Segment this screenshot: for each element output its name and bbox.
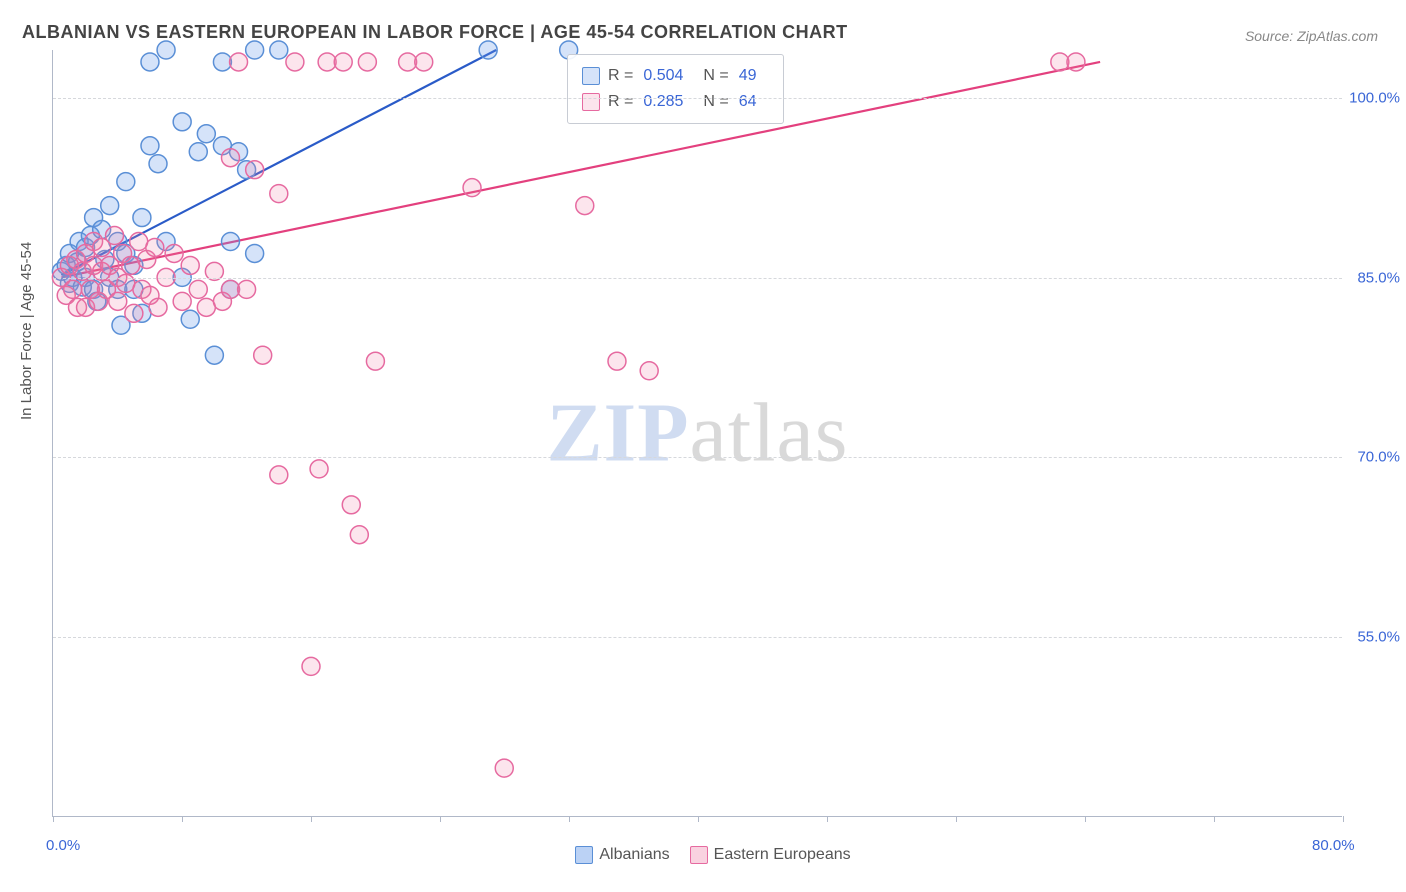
data-point: [141, 137, 159, 155]
y-axis-label: In Labor Force | Age 45-54: [18, 242, 35, 420]
legend-n-value: 64: [739, 93, 757, 111]
gridline: [53, 637, 1342, 638]
data-point: [106, 227, 124, 245]
legend-n-label: N =: [703, 67, 728, 85]
data-point: [270, 185, 288, 203]
data-point: [197, 125, 215, 143]
data-point: [221, 280, 239, 298]
data-point: [141, 53, 159, 71]
legend-swatch: [582, 93, 600, 111]
data-point: [366, 352, 384, 370]
data-point: [213, 53, 231, 71]
gridline: [53, 278, 1342, 279]
data-point: [173, 113, 191, 131]
y-tick-label: 100.0%: [1349, 89, 1400, 106]
data-point: [479, 41, 497, 59]
data-point: [310, 460, 328, 478]
data-point: [117, 173, 135, 191]
data-point: [101, 197, 119, 215]
data-point: [165, 244, 183, 262]
data-point: [205, 346, 223, 364]
data-point: [125, 304, 143, 322]
data-point: [130, 233, 148, 251]
data-point: [399, 53, 417, 71]
data-point: [189, 143, 207, 161]
data-point: [221, 233, 239, 251]
legend-swatch: [582, 67, 600, 85]
data-point: [246, 41, 264, 59]
data-point: [146, 238, 164, 256]
data-point: [334, 53, 352, 71]
data-point: [64, 280, 82, 298]
x-tick: [956, 816, 957, 822]
data-point: [608, 352, 626, 370]
legend-row: R = 0.504 N = 49: [582, 63, 769, 89]
x-tick: [440, 816, 441, 822]
data-point: [149, 155, 167, 173]
data-point: [173, 292, 191, 310]
scatter-svg: [53, 50, 1342, 816]
data-point: [254, 346, 272, 364]
legend-n-value: 49: [739, 67, 757, 85]
series-legend: Albanians Eastern Europeans: [0, 846, 1406, 864]
legend-swatch: [575, 846, 593, 864]
legend-row: R = 0.285 N = 64: [582, 89, 769, 115]
data-point: [576, 197, 594, 215]
x-tick: [698, 816, 699, 822]
legend-n-label: N =: [703, 93, 728, 111]
data-point: [358, 53, 376, 71]
y-tick-label: 55.0%: [1357, 629, 1400, 646]
data-point: [246, 244, 264, 262]
chart-title: ALBANIAN VS EASTERN EUROPEAN IN LABOR FO…: [22, 22, 848, 43]
data-point: [197, 298, 215, 316]
source-label: Source: ZipAtlas.com: [1245, 28, 1378, 44]
data-point: [109, 292, 127, 310]
data-point: [270, 41, 288, 59]
data-point: [495, 759, 513, 777]
data-point: [149, 298, 167, 316]
x-tick: [1085, 816, 1086, 822]
y-tick-label: 70.0%: [1357, 449, 1400, 466]
legend-swatch: [690, 846, 708, 864]
x-tick: [827, 816, 828, 822]
data-point: [415, 53, 433, 71]
data-point: [133, 209, 151, 227]
data-point: [318, 53, 336, 71]
legend-r-label: R =: [608, 67, 633, 85]
gridline: [53, 98, 1342, 99]
data-point: [286, 53, 304, 71]
data-point: [157, 41, 175, 59]
data-point: [342, 496, 360, 514]
plot-area: ZIPatlas R =0.504N =49R =0.285N =64 55.0…: [52, 50, 1342, 817]
x-tick: [569, 816, 570, 822]
data-point: [238, 280, 256, 298]
data-point: [122, 256, 140, 274]
legend-series-label: Eastern Europeans: [714, 846, 851, 863]
x-tick: [53, 816, 54, 822]
correlation-legend: R = 0.504 N = 49 R = 0.285 N = 64: [567, 54, 784, 124]
data-point: [1051, 53, 1069, 71]
data-point: [640, 362, 658, 380]
data-point: [221, 149, 239, 167]
x-tick: [1343, 816, 1344, 822]
data-point: [1067, 53, 1085, 71]
data-point: [270, 466, 288, 484]
data-point: [230, 53, 248, 71]
legend-r-label: R =: [608, 93, 633, 111]
legend-series-label: Albanians: [599, 846, 669, 863]
data-point: [302, 657, 320, 675]
data-point: [246, 161, 264, 179]
x-tick: [182, 816, 183, 822]
gridline: [53, 457, 1342, 458]
legend-r-value: 0.285: [643, 93, 683, 111]
data-point: [463, 179, 481, 197]
data-point: [189, 280, 207, 298]
x-tick: [1214, 816, 1215, 822]
y-tick-label: 85.0%: [1357, 269, 1400, 286]
data-point: [350, 526, 368, 544]
legend-r-value: 0.504: [643, 67, 683, 85]
data-point: [181, 256, 199, 274]
x-tick: [311, 816, 312, 822]
data-point: [181, 310, 199, 328]
